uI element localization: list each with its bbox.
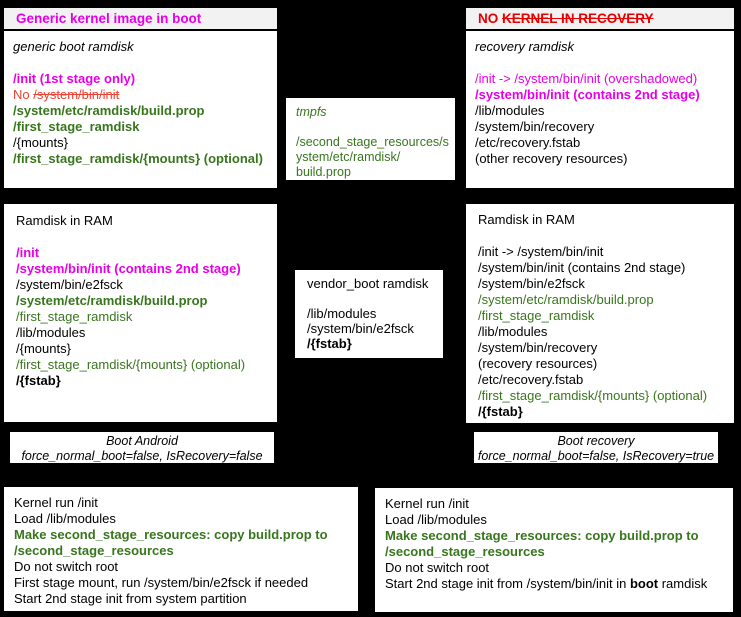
text-line: /system/etc/ramdisk/build.prop: [13, 103, 205, 118]
text-line: /{fstab}: [478, 404, 523, 419]
text-line: /second_stage_resources: [14, 543, 174, 558]
text-line: Start 2nd stage init from /system/bin/in…: [385, 576, 708, 591]
text-line: /{fstab}: [16, 373, 61, 388]
boot-android-caption-box: Boot Android force_normal_boot=false, IsR…: [10, 432, 274, 463]
text-line: Make second_stage_resources: copy build.…: [14, 527, 328, 542]
tmpfs-box: tmpfs /second_stage_resources/s ystem/etc…: [286, 98, 455, 180]
text-line: /system/bin/init (contains 2nd stage): [16, 261, 241, 276]
text-line: Load /lib/modules: [14, 511, 116, 526]
text-line: Do not switch root: [14, 559, 119, 574]
text-line: /system/etc/ramdisk/build.prop: [478, 292, 654, 307]
text-line: [296, 120, 445, 135]
text-line: /{fstab}: [307, 336, 352, 351]
text-line: Load /lib/modules: [385, 512, 487, 527]
generic-kernel-image-box: Generic kernel image in boot generic boo…: [4, 8, 277, 188]
text-line: [307, 291, 431, 306]
text-line: /first_stage_ramdisk/{mounts} (optional): [16, 357, 246, 372]
text-line: /system/bin/e2fsck: [478, 276, 585, 291]
text-line: /system/bin/recovery: [478, 340, 598, 355]
text-line: [13, 55, 267, 71]
vendor-boot-ramdisk-box: vendor_boot ramdisk /lib/modules/system/…: [295, 270, 443, 358]
text-line: Ramdisk in RAM: [16, 213, 113, 228]
text-line: /etc/recovery.fstab: [475, 135, 581, 150]
text-line: (recovery resources): [478, 356, 598, 371]
text-line: /etc/recovery.fstab: [478, 372, 584, 387]
text-line: /system/bin/init (contains 2nd stage): [478, 260, 686, 275]
text-line: [478, 228, 722, 244]
text-line: Generic kernel image in boot: [16, 11, 202, 26]
text-line: /system/bin/e2fsck: [16, 277, 123, 292]
generic-kernel-image-header: Generic kernel image in boot: [4, 8, 277, 31]
text-line: No /system/bin/init: [13, 87, 120, 102]
text-line: /first_stage_ramdisk: [13, 119, 140, 134]
text-line: First stage mount, run /system/bin/e2fsc…: [14, 575, 309, 590]
ramdisk-in-ram-boot-box: Ramdisk in RAM /init/system/bin/init (co…: [4, 204, 277, 422]
boot-steps-recovery-box: Kernel run /init Load /lib/modules Make se…: [375, 488, 733, 612]
ramdisk-in-ram-recovery-box: Ramdisk in RAM /init -> /system/bin/init…: [466, 204, 734, 423]
text-line: /init: [16, 245, 40, 260]
no-kernel-in-recovery-box: NO KERNEL IN RECOVERY recovery ramdisk /…: [466, 8, 734, 188]
text-line: Do not switch root: [385, 560, 490, 575]
text-line: tmpfs: [296, 105, 327, 119]
no-kernel-in-recovery-header: NO KERNEL IN RECOVERY: [466, 8, 734, 31]
text-line: recovery ramdisk: [475, 39, 574, 54]
text-line: NO KERNEL IN RECOVERY: [478, 11, 654, 26]
text-line: Kernel run /init: [385, 496, 469, 511]
text-line: Start 2nd stage init from system partiti…: [14, 591, 247, 606]
text-line: ystem/etc/ramdisk/: [296, 150, 401, 164]
boot-steps-android-box: Kernel run /init Load /lib/modules Make se…: [4, 487, 358, 611]
text-line: /system/bin/init (contains 2nd stage): [475, 87, 700, 102]
text-line: force_normal_boot=false, IsRecovery=true: [477, 448, 715, 463]
text-line: (other recovery resources): [475, 151, 628, 166]
text-line: /{mounts}: [16, 341, 71, 356]
text-line: /init -> /system/bin/init (overshadowed): [475, 71, 698, 86]
text-line: /second_stage_resources/s: [296, 135, 449, 149]
text-line: Boot Android: [106, 434, 178, 448]
text-line: /first_stage_ramdisk: [16, 309, 133, 324]
text-line: /lib/modules: [475, 103, 545, 118]
text-line: /init (1st stage only): [13, 71, 136, 86]
recovery-ramdisk-contents: recovery ramdisk /init -> /system/bin/in…: [466, 31, 734, 171]
text-line: vendor_boot ramdisk: [307, 276, 429, 291]
text-line: Make second_stage_resources: copy build.…: [385, 528, 699, 543]
text-line: force_normal_boot=false, IsRecovery=fals…: [21, 448, 263, 463]
text-line: /first_stage_ramdisk: [478, 308, 595, 323]
text-line: /system/bin/recovery: [475, 119, 595, 134]
text-line: [475, 55, 724, 71]
text-line: /{mounts}: [13, 135, 68, 150]
text-line: /first_stage_ramdisk/{mounts} (optional): [478, 388, 708, 403]
text-line: /lib/modules: [16, 325, 86, 340]
text-line: /init -> /system/bin/init: [478, 244, 604, 259]
text-line: Ramdisk in RAM: [478, 212, 575, 227]
text-line: Boot recovery: [557, 434, 635, 448]
text-line: build.prop: [296, 165, 351, 179]
text-line: /second_stage_resources: [385, 544, 545, 559]
text-line: [16, 229, 265, 245]
generic-boot-ramdisk-contents: generic boot ramdisk /init (1st stage on…: [4, 31, 277, 171]
text-line: /lib/modules: [478, 324, 548, 339]
boot-recovery-caption-box: Boot recovery force_normal_boot=false, Is…: [474, 432, 718, 463]
text-line: generic boot ramdisk: [13, 39, 134, 54]
text-line: Kernel run /init: [14, 495, 98, 510]
text-line: /lib/modules: [307, 306, 377, 321]
text-line: /system/bin/e2fsck: [307, 321, 414, 336]
text-line: /system/etc/ramdisk/build.prop: [16, 293, 208, 308]
text-line: /first_stage_ramdisk/{mounts} (optional): [13, 151, 263, 166]
